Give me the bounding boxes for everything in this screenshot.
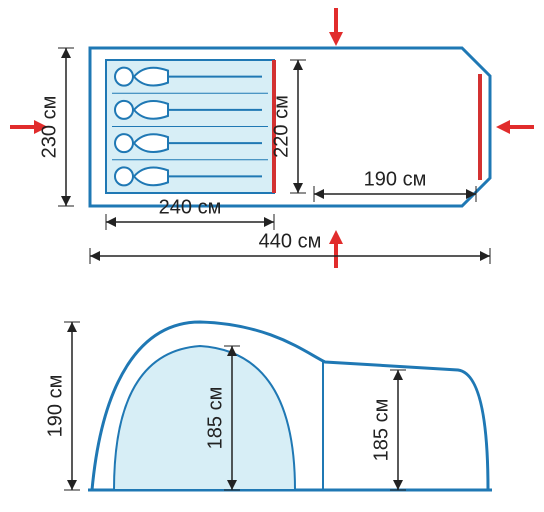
dim-side-vest: 185 см xyxy=(370,399,392,462)
dim-side-peak: 190 см xyxy=(44,375,66,438)
entry-arrow-icon xyxy=(329,32,343,46)
dim-total-w: 440 см xyxy=(259,230,322,252)
dim-vest-w: 190 см xyxy=(364,168,427,190)
dim-inner-w: 240 см xyxy=(159,196,222,218)
person-icon xyxy=(115,101,133,119)
dim-outer-h: 230 см xyxy=(38,96,60,159)
dim-inner-h: 220 см xyxy=(270,95,292,158)
dim-side-inner: 185 см xyxy=(204,387,226,450)
person-icon xyxy=(115,134,133,152)
entry-arrow-icon xyxy=(329,230,343,244)
person-icon xyxy=(115,68,133,86)
person-icon xyxy=(115,167,133,185)
entry-arrow-icon xyxy=(496,120,510,134)
